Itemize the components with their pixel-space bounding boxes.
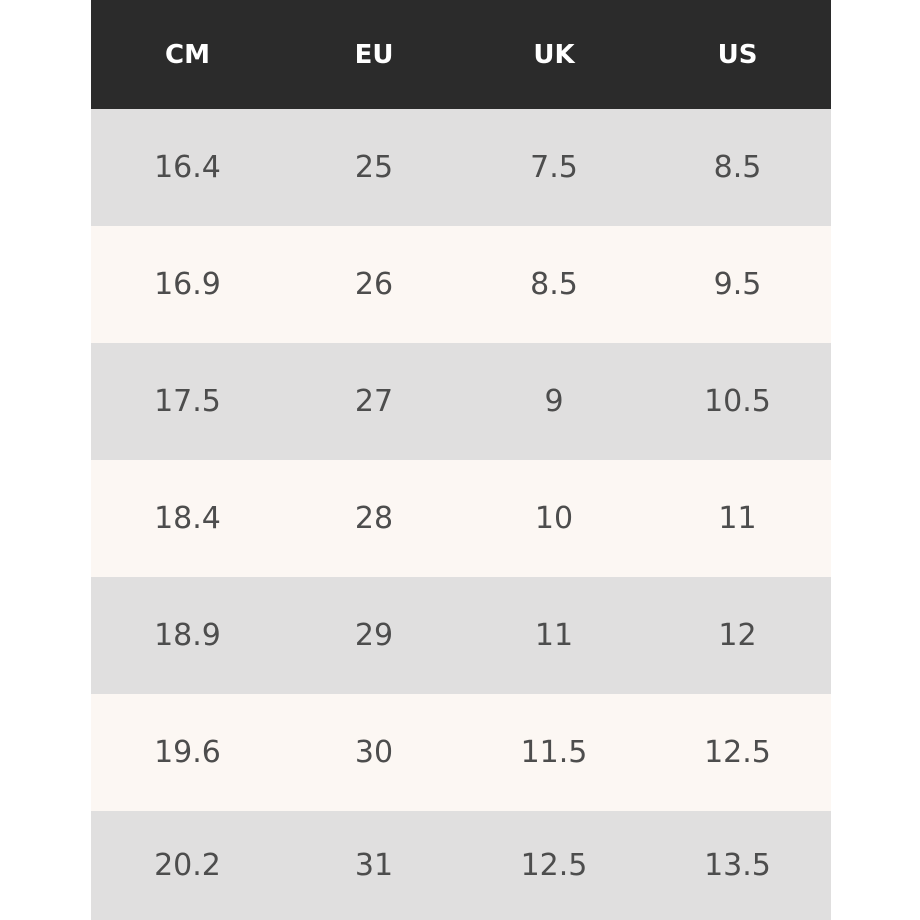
- size-chart-table: CM EU UK US 16.4 25 7.5 8.5 16.9 26 8.5 …: [91, 0, 831, 920]
- cell-us: 11: [718, 501, 757, 536]
- header-us: US: [717, 39, 758, 70]
- table-header: CM EU UK US: [91, 0, 831, 109]
- cell-uk: 11.5: [520, 735, 588, 770]
- table-row: 20.2 31 12.5 13.5: [91, 811, 831, 920]
- cell-cm: 17.5: [154, 384, 221, 419]
- cell-uk: 12.5: [520, 848, 588, 883]
- cell-cm: 16.9: [154, 267, 221, 302]
- cell-cm: 19.6: [154, 735, 221, 770]
- cell-eu: 30: [354, 735, 394, 770]
- header-cm: CM: [165, 39, 210, 70]
- header-row: CM EU UK US: [91, 0, 831, 109]
- table-row: 18.9 29 11 12: [91, 577, 831, 694]
- cell-eu: 28: [354, 501, 394, 536]
- cell-cm: 20.2: [154, 848, 221, 883]
- cell-eu: 25: [354, 150, 394, 185]
- cell-us: 8.5: [713, 150, 762, 185]
- header-uk: UK: [533, 39, 575, 70]
- cell-cm: 18.4: [154, 501, 221, 536]
- header-eu: EU: [354, 39, 394, 70]
- table-body: 16.4 25 7.5 8.5 16.9 26 8.5 9.5 17.5 27 …: [91, 109, 831, 920]
- cell-eu: 26: [354, 267, 394, 302]
- table-row: 18.4 28 10 11: [91, 460, 831, 577]
- table-row: 17.5 27 9 10.5: [91, 343, 831, 460]
- table-row: 16.9 26 8.5 9.5: [91, 226, 831, 343]
- cell-us: 10.5: [704, 384, 771, 419]
- cell-eu: 27: [354, 384, 394, 419]
- cell-us: 12.5: [704, 735, 771, 770]
- cell-us: 12: [718, 618, 757, 653]
- cell-eu: 29: [354, 618, 394, 653]
- cell-cm: 18.9: [154, 618, 221, 653]
- cell-uk: 8.5: [530, 267, 578, 302]
- table-row: 19.6 30 11.5 12.5: [91, 694, 831, 811]
- cell-eu: 31: [354, 848, 394, 883]
- cell-us: 9.5: [713, 267, 762, 302]
- cell-us: 13.5: [704, 848, 771, 883]
- cell-uk: 10: [534, 501, 574, 536]
- cell-uk: 11: [534, 618, 574, 653]
- cell-uk: 9: [544, 384, 564, 419]
- table-row: 16.4 25 7.5 8.5: [91, 109, 831, 226]
- cell-cm: 16.4: [154, 150, 221, 185]
- cell-uk: 7.5: [530, 150, 578, 185]
